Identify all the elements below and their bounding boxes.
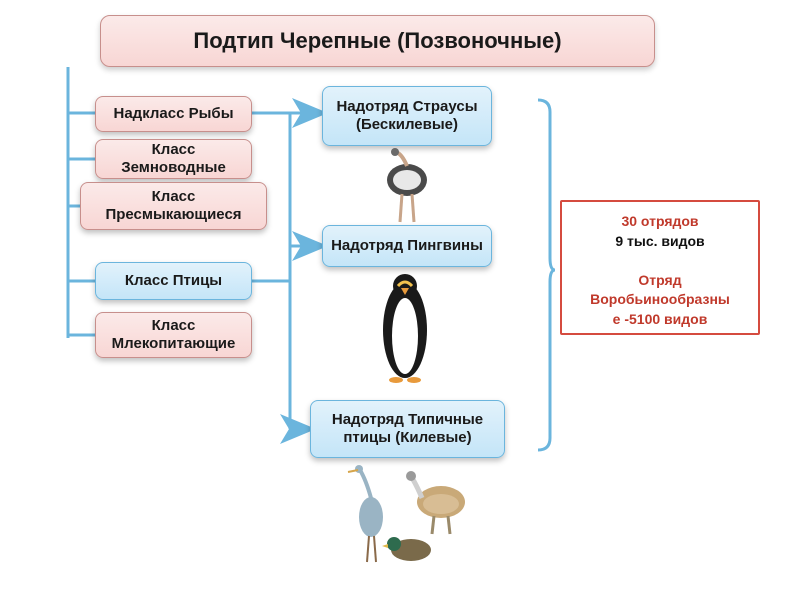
node-typical-birds: Надотряд Типичные птицы (Килевые)	[310, 400, 505, 458]
typical-birds-image	[336, 462, 486, 567]
info-line: Отряд	[570, 271, 750, 291]
node-reptiles: Класс Пресмыкающиеся	[80, 182, 267, 230]
node-ostriches: Надотряд Страусы (Бескилевые)	[322, 86, 492, 146]
info-line: е -5100 видов	[570, 310, 750, 330]
penguin-image	[376, 270, 434, 385]
node-mammals: Класс Млекопитающие	[95, 312, 252, 358]
info-line	[570, 251, 750, 271]
info-box: 30 отрядов9 тыс. видов ОтрядВоробьинообр…	[560, 200, 760, 335]
node-fish: Надкласс Рыбы	[95, 96, 252, 132]
node-penguins: Надотряд Пингвины	[322, 225, 492, 267]
info-line: Воробьинообразны	[570, 290, 750, 310]
node-birds: Класс Птицы	[95, 262, 252, 300]
node-amphibians: Класс Земноводные	[95, 139, 252, 179]
info-line: 9 тыс. видов	[570, 232, 750, 252]
ostrich-image	[362, 148, 452, 226]
info-line: 30 отрядов	[570, 212, 750, 232]
title: Подтип Черепные (Позвоночные)	[100, 15, 655, 67]
